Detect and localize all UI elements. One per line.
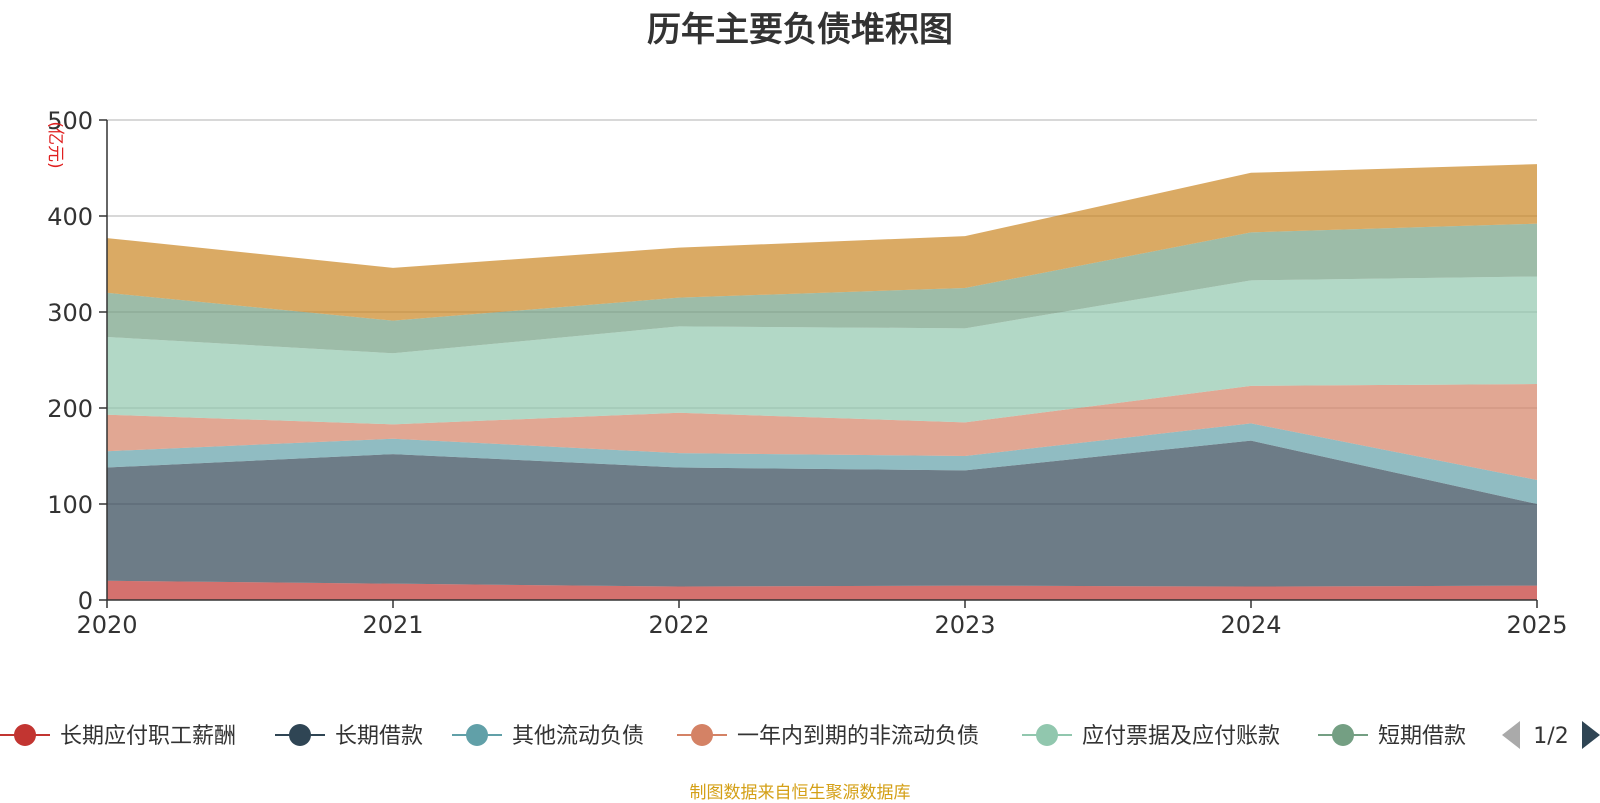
series-area-7[interactable] bbox=[107, 164, 1537, 321]
legend-marker bbox=[466, 724, 488, 746]
legend-label: 长期借款 bbox=[335, 724, 423, 749]
legend-item-6[interactable]: 短期借款 bbox=[1318, 724, 1466, 749]
legend-marker bbox=[1332, 724, 1354, 746]
legend-label: 其他流动负债 bbox=[512, 724, 644, 749]
chart-title: 历年主要负债堆积图 bbox=[647, 10, 953, 50]
legend-marker bbox=[289, 724, 311, 746]
axis-layer: 0 100 200 300 400 500 2020 2021 2022 2023 2024 2025 bbox=[47, 107, 1567, 639]
y-tick-label: 200 bbox=[47, 395, 93, 423]
y-tick-label: 100 bbox=[47, 491, 93, 519]
series-area-1[interactable] bbox=[107, 580, 1537, 600]
x-tick-label: 2024 bbox=[1220, 611, 1281, 639]
area-layer bbox=[107, 164, 1537, 600]
legend-item-4[interactable]: 一年内到期的非流动负债 bbox=[677, 724, 979, 749]
series-area-5[interactable] bbox=[107, 276, 1537, 425]
legend-label: 应付票据及应付账款 bbox=[1082, 724, 1280, 749]
legend-marker bbox=[1036, 724, 1058, 746]
legend-prev-page-icon[interactable] bbox=[1502, 721, 1520, 749]
x-tick-label: 2020 bbox=[76, 611, 137, 639]
legend-label: 短期借款 bbox=[1378, 724, 1466, 749]
y-tick-label: 500 bbox=[47, 107, 93, 135]
source-note: 制图数据来自恒生聚源数据库 bbox=[689, 783, 911, 803]
series-area-3[interactable] bbox=[107, 423, 1537, 504]
legend-item-3[interactable]: 其他流动负债 bbox=[452, 724, 644, 749]
x-tick-label: 2022 bbox=[648, 611, 709, 639]
y-tick-label: 300 bbox=[47, 299, 93, 327]
series-area-4[interactable] bbox=[107, 384, 1537, 480]
legend-marker bbox=[14, 724, 36, 746]
series-area-2[interactable] bbox=[107, 440, 1537, 587]
legend-item-1[interactable]: 长期应付职工薪酬 bbox=[0, 724, 236, 749]
legend-item-2[interactable]: 长期借款 bbox=[275, 724, 423, 749]
x-tick-label: 2021 bbox=[362, 611, 423, 639]
legend-label: 长期应付职工薪酬 bbox=[60, 724, 236, 749]
legend-page-indicator: 1/2 bbox=[1533, 724, 1568, 749]
y-tick-label: 400 bbox=[47, 203, 93, 231]
y-tick-label: 0 bbox=[78, 587, 93, 615]
y-axis-unit-label: (亿元) bbox=[45, 121, 65, 168]
x-tick-label: 2025 bbox=[1506, 611, 1567, 639]
x-tick-label: 2023 bbox=[934, 611, 995, 639]
series-area-6[interactable] bbox=[107, 223, 1537, 354]
legend[interactable]: 长期应付职工薪酬 长期借款 其他流动负债 一年内到期的非流动负债 应付票据及应付账款 短期… bbox=[0, 721, 1600, 749]
legend-item-5[interactable]: 应付票据及应付账款 bbox=[1022, 724, 1280, 749]
legend-label: 一年内到期的非流动负债 bbox=[737, 724, 979, 749]
legend-marker bbox=[691, 724, 713, 746]
legend-next-page-icon[interactable] bbox=[1582, 721, 1600, 749]
